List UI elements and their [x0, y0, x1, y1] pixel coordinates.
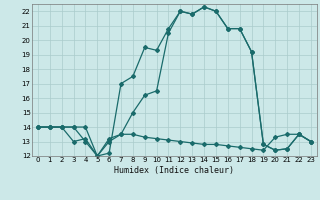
X-axis label: Humidex (Indice chaleur): Humidex (Indice chaleur): [115, 166, 234, 175]
